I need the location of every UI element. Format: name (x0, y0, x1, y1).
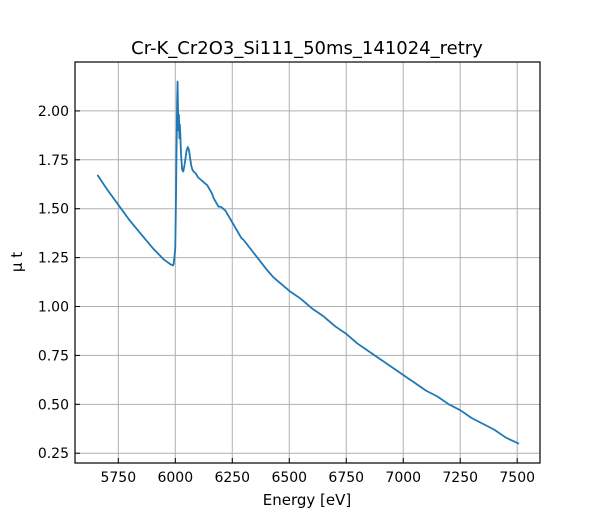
x-tick-label: 6250 (214, 470, 250, 486)
grid (75, 62, 540, 463)
x-tick-label: 6750 (328, 470, 364, 486)
y-tick-label: 0.50 (38, 397, 69, 413)
x-axis-label: Energy [eV] (263, 491, 351, 509)
plot-frame (74, 61, 541, 464)
y-axis-label: μ t (8, 252, 26, 272)
series-line-0 (96, 80, 520, 445)
y-tick-label: 1.50 (38, 202, 69, 218)
chart-title: Cr-K_Cr2O3_Si111_50ms_141024_retry (131, 38, 483, 59)
y-tick-label: 0.25 (38, 446, 69, 462)
y-tick-label: 2.00 (38, 104, 69, 120)
y-tick-label: 0.75 (38, 348, 69, 364)
x-tick-label: 5750 (100, 470, 136, 486)
x-tick-label: 6000 (157, 470, 193, 486)
plot-area (96, 80, 520, 445)
y-tick-label: 1.75 (38, 153, 69, 169)
x-tick-label: 7500 (499, 470, 535, 486)
x-tick-label: 6500 (271, 470, 307, 486)
y-tick-label: 1.00 (38, 300, 69, 316)
y-tick-label: 1.25 (38, 251, 69, 267)
x-tick-label: 7250 (442, 470, 478, 486)
axes-ticks: 5750 6000 6250 6500 6750 7000 7250 7500 0.25 0.50… (38, 104, 535, 486)
x-tick-label: 7000 (385, 470, 421, 486)
